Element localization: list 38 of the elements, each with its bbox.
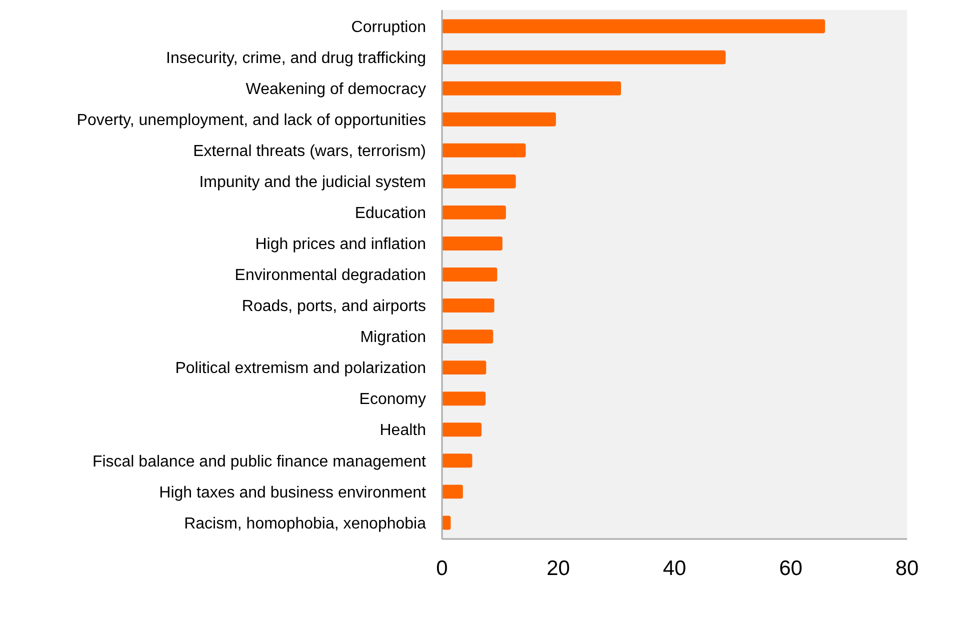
bar [442,112,556,126]
y-tick-label: External threats (wars, terrorism) [193,142,426,160]
y-tick-label: Racism, homophobia, xenophobia [184,515,426,532]
bar [442,330,494,344]
bar [442,268,498,282]
y-tick-label: Roads, ports, and airports [242,298,426,316]
bar [442,81,622,96]
y-tick-label: High taxes and business environment [159,484,427,502]
y-tick-label: Political extremism and polarization [175,360,426,378]
x-tick-label: 40 [662,557,686,580]
y-tick-label: High prices and inflation [255,236,426,254]
bar [442,205,506,220]
bar [442,360,486,375]
bar [442,298,494,313]
y-tick-label: Insecurity, crime, and drug trafficking [166,50,426,67]
x-tick-label: 0 [436,557,448,580]
y-tick-label: Weakening of democracy [246,80,426,98]
x-tick-label: 80 [895,557,919,580]
y-tick-label: Economy [359,391,426,408]
y-tick-label: Impunity and the judicial system [199,174,426,192]
y-tick-label: Poverty, unemployment, and lack of opportunities [76,112,426,129]
bar [442,392,486,406]
y-tick-label: Education [354,205,426,222]
bar [442,422,482,437]
bar [442,143,526,158]
y-tick-label: Health [380,422,426,440]
y-tick-label: Fiscal balance and public finance management [92,453,427,470]
bar [442,174,516,188]
bar [442,484,463,499]
x-tick-label: 60 [779,557,802,580]
y-tick-label: Environmental degradation [234,267,426,284]
y-tick-label: Migration [360,329,426,346]
bar [442,454,472,468]
bar [442,50,726,64]
y-tick-label: Corruption [351,18,426,36]
bar [442,236,502,250]
x-tick-label: 20 [546,557,570,580]
bar [442,19,826,34]
